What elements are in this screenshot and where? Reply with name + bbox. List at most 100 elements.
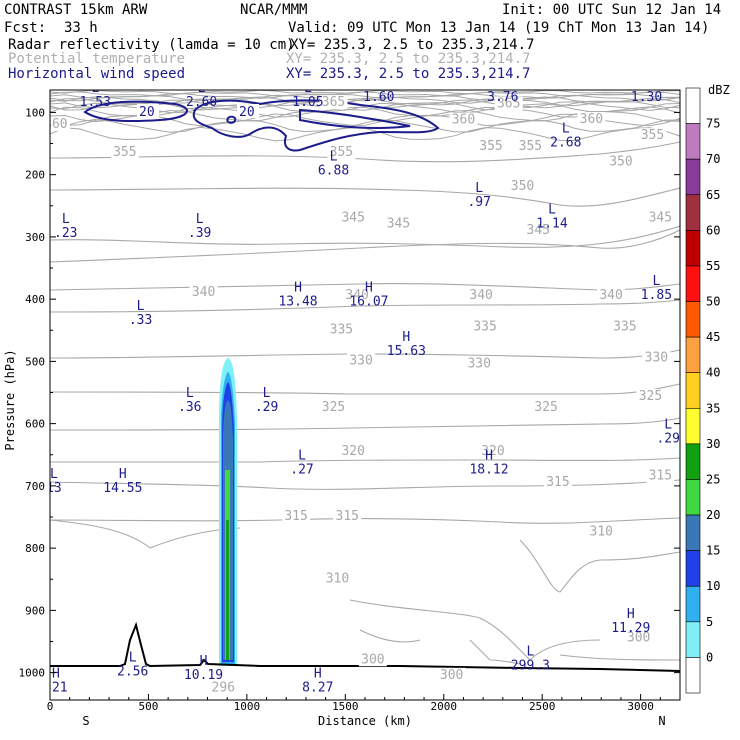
low-marker: L — [499, 76, 507, 91]
colorbar-level: 30 — [706, 437, 720, 451]
org-title: NCAR/MMM — [240, 2, 307, 18]
extremum-value: .27 — [290, 462, 313, 477]
theta-label: 325 — [639, 389, 662, 404]
colorbar-level: 75 — [706, 117, 720, 131]
theta-label-bg — [189, 285, 218, 300]
wind-speed-contour — [83, 99, 440, 152]
y-axis-label: Pressure (hPa) — [3, 349, 17, 450]
colorbar-level: 50 — [706, 295, 720, 309]
y-tick-label: 800 — [25, 542, 45, 555]
colorbar-segment — [685, 158, 701, 196]
theta-label-bg — [610, 319, 639, 334]
theta-label: 315 — [546, 475, 569, 490]
theta-label: 300 — [440, 668, 463, 683]
extremum-value: 11.29 — [611, 621, 650, 636]
theta-label: 315 — [284, 509, 307, 524]
high-marker: H — [294, 280, 302, 295]
colorbar-level: 20 — [706, 508, 720, 522]
low-marker: L — [198, 81, 206, 96]
x-tick-label: 500 — [139, 700, 159, 713]
south-endpoint: S — [82, 714, 89, 728]
colorbar-level: 45 — [706, 330, 720, 344]
colorbar-level: 5 — [706, 615, 713, 629]
theta-label: 355 — [479, 139, 502, 154]
y-tick-label: 900 — [25, 604, 45, 617]
extremum-value: 14.55 — [103, 481, 142, 496]
colorbar-segment — [685, 336, 701, 374]
low-marker: L — [475, 181, 483, 196]
field-3-xy: XY= 235.3, 2.5 to 235.3,214.7 — [286, 66, 530, 82]
extremum-value: .97 — [467, 195, 490, 210]
theta-label: 365 — [497, 96, 520, 111]
extremum-value: .29 — [656, 431, 679, 446]
theta-label-bg — [282, 509, 311, 524]
extremum-value: 15.63 — [387, 344, 426, 359]
extremum-value: .23 — [54, 226, 77, 241]
theta-line-upper — [50, 118, 680, 133]
low-marker: L — [330, 150, 338, 165]
theta-label-bg — [494, 96, 523, 111]
theta-label-bg — [636, 388, 665, 403]
low-marker: L — [91, 81, 99, 96]
high-marker: H — [314, 666, 322, 681]
y-tick-label: 500 — [25, 355, 45, 368]
theta-label-bg — [449, 112, 478, 127]
colorbar-segment — [685, 621, 701, 658]
theta-label: 330 — [645, 350, 668, 365]
extremum-value: .29 — [255, 400, 278, 415]
x-axis-label: Distance (km) — [318, 714, 412, 728]
extremum-value: 13 — [46, 481, 62, 496]
theta-label-bg — [343, 288, 372, 303]
x-tick-label: 0 — [47, 700, 54, 713]
theta-label: 320 — [481, 444, 504, 459]
theta-label: 300 — [361, 652, 384, 667]
theta-label: 300 — [627, 630, 650, 645]
field-1-xy: XY= 235.3, 2.5 to 235.3,214.7 — [290, 37, 534, 53]
extremum-value: 2.56 — [117, 665, 148, 680]
extremum-value: .21 — [44, 680, 67, 695]
high-marker: H — [627, 607, 635, 622]
high-marker: H — [402, 330, 410, 345]
colorbar-segment — [685, 372, 701, 409]
wind-contour-labels: 20 20 — [137, 104, 259, 120]
colorbar-level: 65 — [706, 188, 720, 202]
forecast-label: Fcst: — [4, 20, 46, 36]
theta-label: 340 — [599, 288, 622, 303]
theta-label: 335 — [473, 319, 496, 334]
theta-label: 330 — [349, 354, 372, 369]
field-2-xy: XY= 235.3, 2.5 to 235.3,214.7 — [286, 51, 530, 67]
theta-label: 365 — [322, 95, 345, 110]
theta-label: 345 — [649, 210, 672, 225]
theta-label-bg — [323, 571, 352, 586]
theta-label-bg — [333, 509, 362, 524]
theta-label: 310 — [590, 525, 613, 540]
colorbar-level: 35 — [706, 401, 720, 415]
x-tick-label: 1000 — [234, 700, 261, 713]
colorbar-segment — [685, 407, 701, 445]
low-marker: L — [137, 299, 145, 314]
theta-label-bg — [319, 400, 348, 415]
colorbar-level: 40 — [706, 366, 720, 380]
theta-label: 315 — [336, 509, 359, 524]
y-tick-label: 1000 — [19, 667, 46, 680]
theta-label-bg — [437, 667, 466, 682]
theta-label: 296 — [212, 680, 235, 695]
theta-label-bg — [543, 474, 572, 489]
x-tick-label: 1500 — [332, 700, 359, 713]
colorbar-segment — [685, 550, 701, 587]
colorbar-level: 15 — [706, 544, 720, 558]
field-3-name: Horizontal wind speed — [8, 66, 185, 82]
high-marker: H — [365, 280, 373, 295]
low-marker: L — [304, 81, 312, 96]
extremum-value: 16.07 — [349, 294, 388, 309]
theta-label: 350 — [609, 154, 632, 169]
colorbar-segment — [685, 194, 701, 231]
theta-label-bg — [478, 443, 507, 458]
theta-label: 355 — [330, 145, 353, 160]
low-marker: L — [652, 274, 660, 289]
high-marker: H — [52, 666, 60, 681]
theta-label-bg — [477, 138, 505, 153]
extremum-value: 1.60 — [363, 90, 394, 105]
extremum-value: 299.3 — [511, 659, 550, 674]
